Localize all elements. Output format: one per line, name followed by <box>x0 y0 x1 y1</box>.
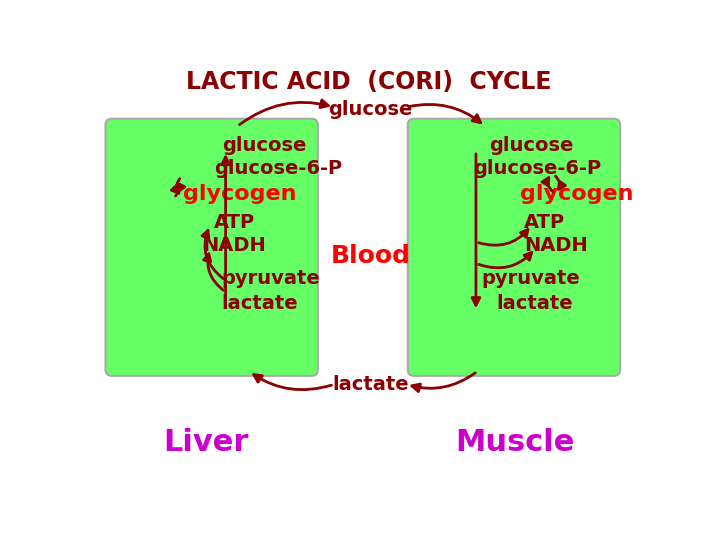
Text: glucose-6-P: glucose-6-P <box>214 159 342 178</box>
Text: glucose: glucose <box>328 100 413 119</box>
Text: pyruvate: pyruvate <box>482 269 580 288</box>
Text: pyruvate: pyruvate <box>222 269 320 288</box>
Text: glycogen: glycogen <box>520 184 634 204</box>
Text: NADH: NADH <box>202 237 266 255</box>
Text: ATP: ATP <box>214 213 255 232</box>
Text: LACTIC ACID  (CORI)  CYCLE: LACTIC ACID (CORI) CYCLE <box>186 70 552 94</box>
Text: glycogen: glycogen <box>183 184 297 204</box>
Text: Liver: Liver <box>163 428 249 457</box>
Text: Muscle: Muscle <box>455 428 575 457</box>
FancyBboxPatch shape <box>408 119 620 376</box>
Text: lactate: lactate <box>222 294 298 313</box>
Text: lactate: lactate <box>332 375 409 394</box>
Text: Blood: Blood <box>330 244 410 268</box>
Text: lactate: lactate <box>497 294 574 313</box>
Text: NADH: NADH <box>524 237 588 255</box>
Text: glucose-6-P: glucose-6-P <box>474 159 602 178</box>
FancyBboxPatch shape <box>106 119 318 376</box>
Text: ATP: ATP <box>524 213 565 232</box>
Text: glucose: glucose <box>489 136 574 155</box>
Text: glucose: glucose <box>222 136 306 155</box>
